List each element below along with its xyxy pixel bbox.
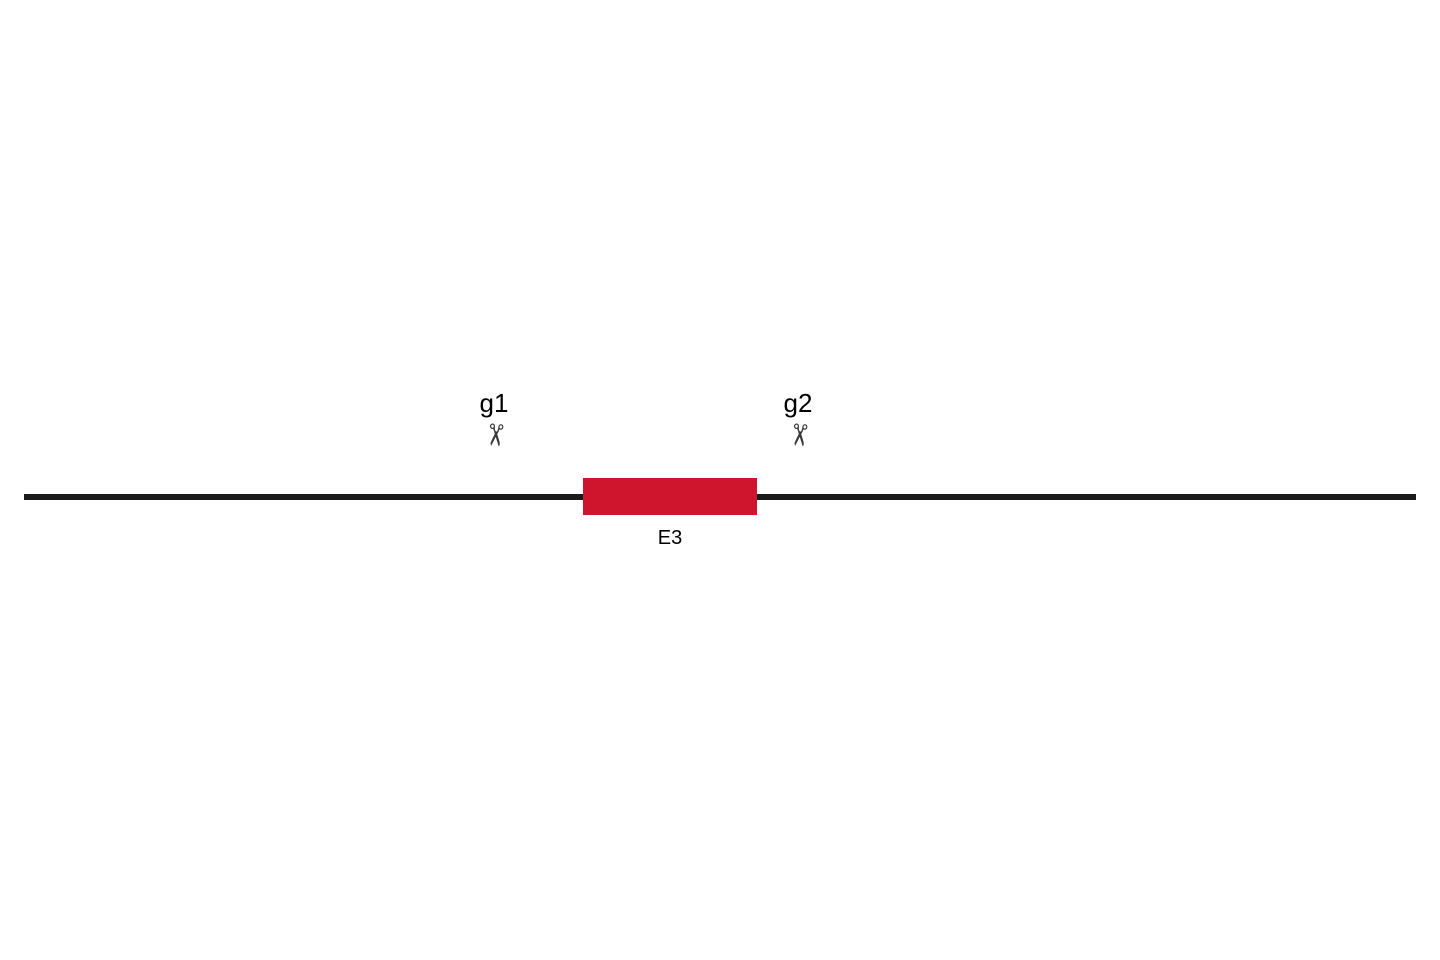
exon-box [583,478,757,515]
scissors-icon: ✂ [780,404,815,466]
exon-label: E3 [583,527,757,550]
scissors-icon: ✂ [476,404,511,466]
gene-diagram-canvas: E3 g1 ✂ g2 ✂ [0,0,1440,960]
